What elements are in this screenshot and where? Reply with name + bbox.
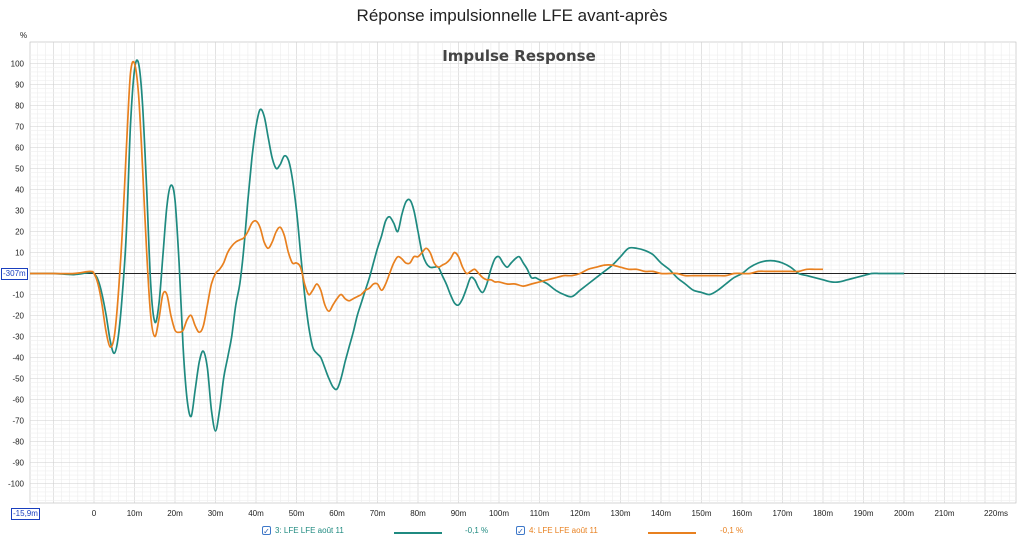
y-tick-label: 80 [15, 102, 24, 111]
y-axis-ticks: 100 90 80 70 60 50 40 30 20 10 -10 -20 -30 -40 -50 -60 -… [8, 60, 25, 489]
x-tick-label: 100m [489, 509, 509, 518]
x-tick-label: 90m [451, 509, 467, 518]
legend-swatch-series-2 [648, 532, 696, 534]
x-tick-label: 30m [208, 509, 224, 518]
y-tick-label: 90 [15, 81, 24, 90]
x-tick-label: 170m [772, 509, 792, 518]
y-tick-label: 20 [15, 228, 24, 237]
checkbox-icon[interactable]: ✓ [516, 526, 525, 536]
y-tick-label: -50 [12, 375, 24, 384]
x-tick-label: 150m [691, 509, 711, 518]
x-tick-label: 200m [894, 509, 914, 518]
x-tick-label: 210m [934, 509, 954, 518]
x-tick-label: 190m [853, 509, 873, 518]
legend-swatch-series-1 [394, 532, 442, 534]
y-tick-label: -20 [12, 312, 24, 321]
x-axis-end-label: 220ms [984, 509, 1008, 518]
x-axis-ticks: 0 10m 20m 30m 40m 50m 60m 70m 80m 90m 100m 110m 120m… [92, 509, 1008, 518]
y-tick-label: -70 [12, 417, 24, 426]
legend-label-series-2: 4: LFE LFE août 11 [529, 526, 598, 535]
legend-value-series-2: -0,1 % [720, 526, 744, 535]
y-tick-label: 10 [15, 249, 24, 258]
y-axis-unit-label: % [20, 31, 27, 40]
y-tick-label: -90 [12, 459, 24, 468]
y-tick-label: -100 [8, 480, 25, 489]
series-layer [29, 59, 904, 432]
y-tick-label: 50 [15, 165, 24, 174]
y-tick-label: -10 [12, 291, 24, 300]
x-tick-label: 10m [127, 509, 143, 518]
legend-item-series-1[interactable]: ✓ 3: LFE LFE août 11 [262, 526, 344, 536]
x-tick-label: 0 [92, 509, 97, 518]
x-tick-label: 130m [610, 509, 630, 518]
legend-label-series-1: 3: LFE LFE août 11 [275, 526, 344, 535]
x-tick-label: 70m [370, 509, 386, 518]
series-line-1 [29, 59, 904, 432]
x-tick-label: 120m [570, 509, 590, 518]
x-tick-label: 160m [732, 509, 752, 518]
x-tick-label: 50m [289, 509, 305, 518]
legend-value-series-1: -0,1 % [465, 526, 489, 535]
x-tick-label: 110m [530, 509, 550, 518]
x-tick-label: 80m [410, 509, 426, 518]
series-line-2 [30, 60, 823, 348]
x-tick-label: 140m [651, 509, 671, 518]
legend-item-series-2[interactable]: ✓ 4: LFE LFE août 11 [516, 526, 598, 536]
y-tick-label: 100 [11, 60, 25, 69]
page-title: Réponse impulsionnelle LFE avant-après [356, 6, 668, 25]
x-tick-label: 60m [329, 509, 345, 518]
x-tick-label: 40m [248, 509, 264, 518]
y-tick-label: 40 [15, 186, 24, 195]
y-tick-label: 30 [15, 207, 24, 216]
y-tick-label: -80 [12, 438, 24, 447]
checkbox-icon[interactable]: ✓ [262, 526, 271, 536]
x-cursor-marker[interactable]: -15,9m [11, 508, 40, 520]
grid [29, 41, 1017, 504]
y-tick-label: -40 [12, 354, 24, 363]
y-tick-label: -60 [12, 396, 24, 405]
y-tick-label: -30 [12, 333, 24, 342]
chart-title: Impulse Response [442, 47, 596, 65]
y-tick-label: 60 [15, 144, 24, 153]
x-tick-label: 180m [813, 509, 833, 518]
y-tick-label: 70 [15, 123, 24, 132]
y-cursor-marker[interactable]: -307m [1, 268, 28, 280]
legend: ✓ 3: LFE LFE août 11 -0,1 % ✓ 4: LFE LFE… [0, 524, 1024, 540]
x-tick-label: 20m [167, 509, 183, 518]
